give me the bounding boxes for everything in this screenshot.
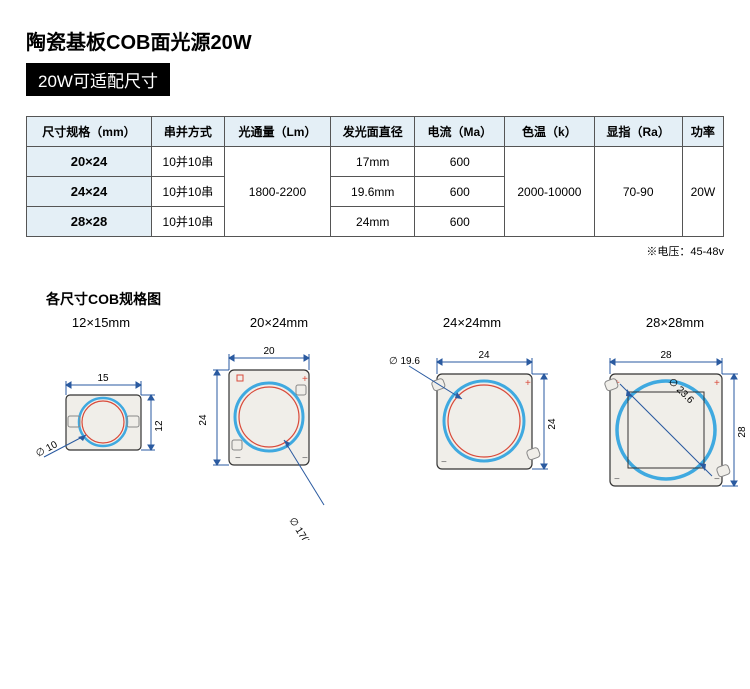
svg-text:12: 12 [154, 420, 165, 432]
cell-cct: 2000-10000 [505, 147, 594, 237]
table-header-row: 尺寸规格（mm） 串并方式 光通量（Lm） 发光面直径 电流（Ma） 色温（k）… [27, 117, 724, 147]
diagram-title: 20×24mm [194, 315, 364, 330]
col-size: 尺寸规格（mm） [27, 117, 152, 147]
cell-size: 28×28 [27, 207, 152, 237]
cell-cur: 600 [415, 177, 505, 207]
svg-text:28: 28 [737, 426, 748, 438]
subtitle-bar: 20W可适配尺寸 [26, 63, 170, 96]
svg-text:−: − [614, 474, 620, 485]
cell-conn: 10并10串 [151, 177, 224, 207]
col-cri: 显指（Ra） [594, 117, 682, 147]
cell-dia: 17mm [331, 147, 415, 177]
cell-dia: 24mm [331, 207, 415, 237]
col-power: 功率 [682, 117, 723, 147]
svg-text:24: 24 [478, 350, 490, 361]
cell-cur: 600 [415, 207, 505, 237]
svg-text:−: − [302, 453, 308, 464]
cell-cri: 70-90 [594, 147, 682, 237]
col-lumen: 光通量（Lm） [224, 117, 330, 147]
col-cct: 色温（k） [505, 117, 594, 147]
cell-size: 20×24 [27, 147, 152, 177]
cell-cur: 600 [415, 147, 505, 177]
svg-text:24: 24 [198, 414, 209, 426]
diagram-28x28: 28×28mm + + − − 28 [580, 315, 750, 510]
col-cur: 电流（Ma） [415, 117, 505, 147]
svg-text:+: + [525, 378, 531, 389]
page-title: 陶瓷基板COB面光源20W [26, 26, 724, 55]
voltage-note: ※电压：45-48v [26, 243, 724, 259]
diagram-12x15: 12×15mm 15 [26, 315, 176, 480]
diagram-title: 28×28mm [580, 315, 750, 330]
cell-lumen: 1800-2200 [224, 147, 330, 237]
svg-text:20: 20 [263, 346, 275, 357]
svg-text:∅ 19.6: ∅ 19.6 [389, 356, 420, 367]
diagram-title: 24×24mm [382, 315, 562, 330]
diagrams-row: 12×15mm 15 [26, 315, 724, 540]
svg-text:∅ 10: ∅ 10 [34, 439, 60, 460]
svg-text:+: + [302, 374, 308, 385]
svg-text:24: 24 [547, 418, 558, 430]
svg-text:15: 15 [97, 373, 109, 384]
cell-dia: 19.6mm [331, 177, 415, 207]
cell-conn: 10并10串 [151, 207, 224, 237]
diagram-24x24: 24×24mm + − 24 [382, 315, 562, 510]
svg-text:−: − [235, 453, 241, 464]
spec-table: 尺寸规格（mm） 串并方式 光通量（Lm） 发光面直径 电流（Ma） 色温（k）… [26, 116, 724, 237]
svg-text:∅ 17(MAX): ∅ 17(MAX) [286, 516, 322, 540]
diagram-title: 12×15mm [26, 315, 176, 330]
cell-size: 24×24 [27, 177, 152, 207]
diagram-20x24: 20×24mm + − − 20 [194, 315, 364, 540]
table-row: 20×24 10并10串 1800-2200 17mm 600 2000-100… [27, 147, 724, 177]
cell-conn: 10并10串 [151, 147, 224, 177]
section-label: 各尺寸COB规格图 [46, 289, 724, 309]
col-dia: 发光面直径 [331, 117, 415, 147]
svg-text:28: 28 [660, 350, 672, 361]
svg-text:−: − [441, 457, 447, 468]
svg-text:+: + [714, 378, 720, 389]
cell-power: 20W [682, 147, 723, 237]
col-conn: 串并方式 [151, 117, 224, 147]
